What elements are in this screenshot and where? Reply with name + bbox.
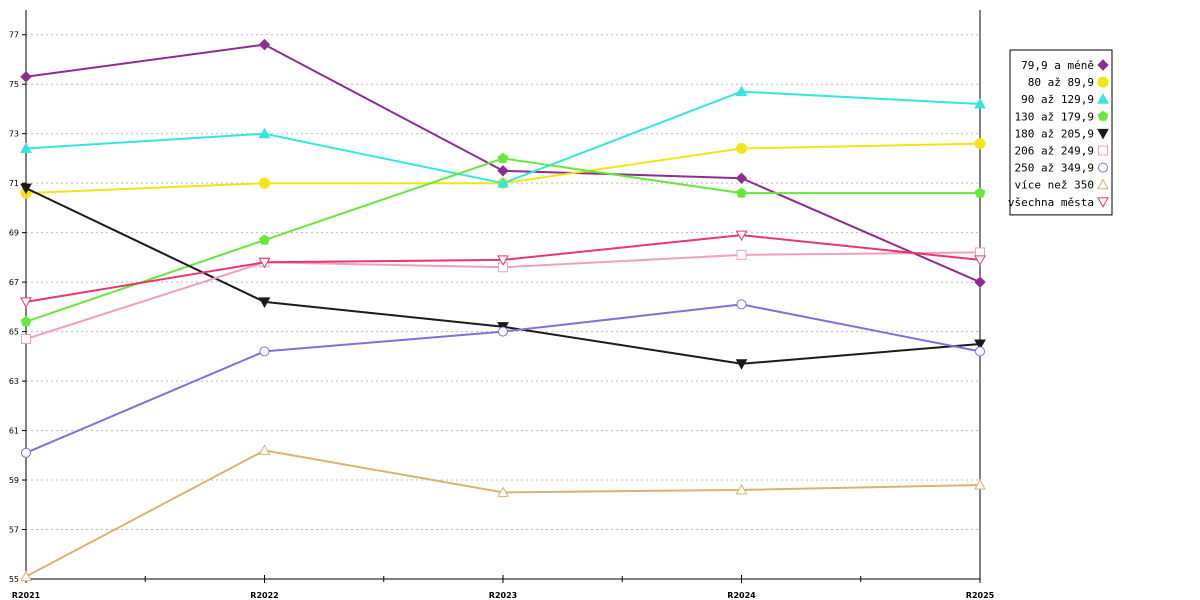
data-point (497, 165, 509, 177)
legend-label: 180 až 205,9 (1015, 127, 1094, 140)
y-tick-label: 73 (9, 130, 19, 139)
y-tick-label: 63 (9, 377, 19, 386)
data-point (259, 346, 270, 357)
legend-marker (1097, 59, 1109, 71)
y-tick-label: 69 (9, 229, 19, 238)
legend-label: 79,9 a méně (1021, 59, 1094, 72)
y-tick-label: 67 (9, 278, 19, 287)
legend-marker (1097, 76, 1109, 88)
data-point (974, 276, 986, 288)
legend-label: více než 350 (1015, 179, 1094, 192)
data-point (735, 359, 748, 370)
data-point (497, 152, 509, 163)
data-point (21, 447, 31, 458)
x-tick-label: R2023 (489, 591, 517, 600)
legend-label: 130 až 179,9 (1015, 110, 1094, 123)
legend-marker (1097, 178, 1109, 190)
legend-marker (1097, 110, 1109, 121)
y-tick-label: 61 (9, 427, 19, 436)
legend-marker (1097, 128, 1109, 140)
data-point (736, 143, 747, 155)
x-tick-label: R2024 (727, 591, 756, 600)
data-point (498, 326, 508, 337)
series-3 (20, 85, 986, 188)
legend-label: 206 až 249,9 (1015, 145, 1094, 158)
data-point (735, 483, 748, 495)
data-point (20, 297, 32, 308)
data-point (258, 38, 271, 51)
data-point (497, 255, 509, 266)
data-point (259, 234, 270, 245)
data-point (258, 444, 271, 455)
x-tick-label: R2022 (250, 591, 278, 600)
legend-box (1009, 49, 1113, 216)
data-point (20, 570, 32, 582)
y-tick-label: 59 (9, 476, 19, 485)
legend: 79,9 a méně 80 až 89,9 90 až 129,9 130 až 1… (1008, 49, 1113, 216)
data-point (258, 257, 271, 269)
series-line (25, 187, 981, 365)
series-7 (21, 299, 985, 458)
axes: 55 57 59 61 63 65 67 69 71 73 75 77 R2021 R2022 R2023 R… (9, 10, 995, 600)
x-tick-label: R2025 (966, 591, 995, 600)
data-point (735, 172, 748, 184)
data-point (258, 297, 271, 308)
data-point (974, 255, 986, 266)
legend-marker (1097, 197, 1109, 208)
data-point (974, 97, 986, 109)
data-point (497, 486, 509, 497)
data-point (497, 177, 509, 188)
data-point (20, 142, 32, 154)
series-5 (20, 183, 986, 370)
data-point (974, 138, 986, 150)
legend-label: 90 až 129,9 (1021, 93, 1094, 106)
series-line (25, 449, 981, 578)
y-tick-label: 71 (9, 179, 19, 188)
grid-lines (26, 34, 980, 531)
y-tick-label: 65 (9, 328, 19, 337)
series-group (20, 38, 986, 582)
legend-marker (1097, 93, 1109, 104)
data-point (258, 127, 271, 139)
series-4 (20, 152, 986, 327)
data-point (735, 230, 748, 242)
x-tick-label: R2021 (12, 591, 41, 600)
series-1 (20, 38, 986, 288)
y-tick-label: 57 (9, 526, 19, 535)
series-9 (20, 230, 986, 308)
legend-marker (1098, 145, 1108, 156)
data-point (736, 299, 747, 310)
data-point (259, 177, 270, 189)
y-tick-label: 75 (9, 80, 19, 89)
data-point (20, 71, 32, 83)
legend-marker (1098, 162, 1108, 173)
data-point (20, 183, 32, 195)
series-8 (20, 444, 986, 582)
data-point (974, 339, 986, 351)
data-point (736, 249, 747, 260)
y-tick-label: 77 (9, 31, 19, 40)
data-point (20, 316, 32, 327)
series-line (25, 43, 981, 284)
legend-label: 80 až 89,9 (1028, 76, 1094, 89)
legend-label: všechna města (1008, 196, 1094, 209)
data-point (736, 187, 747, 198)
data-point (21, 334, 31, 345)
legend-label: 250 až 349,9 (1015, 162, 1094, 175)
data-point (975, 346, 985, 357)
data-point (974, 187, 986, 198)
data-point (735, 85, 748, 97)
y-tick-label: 55 (9, 575, 19, 584)
data-point (974, 478, 986, 490)
